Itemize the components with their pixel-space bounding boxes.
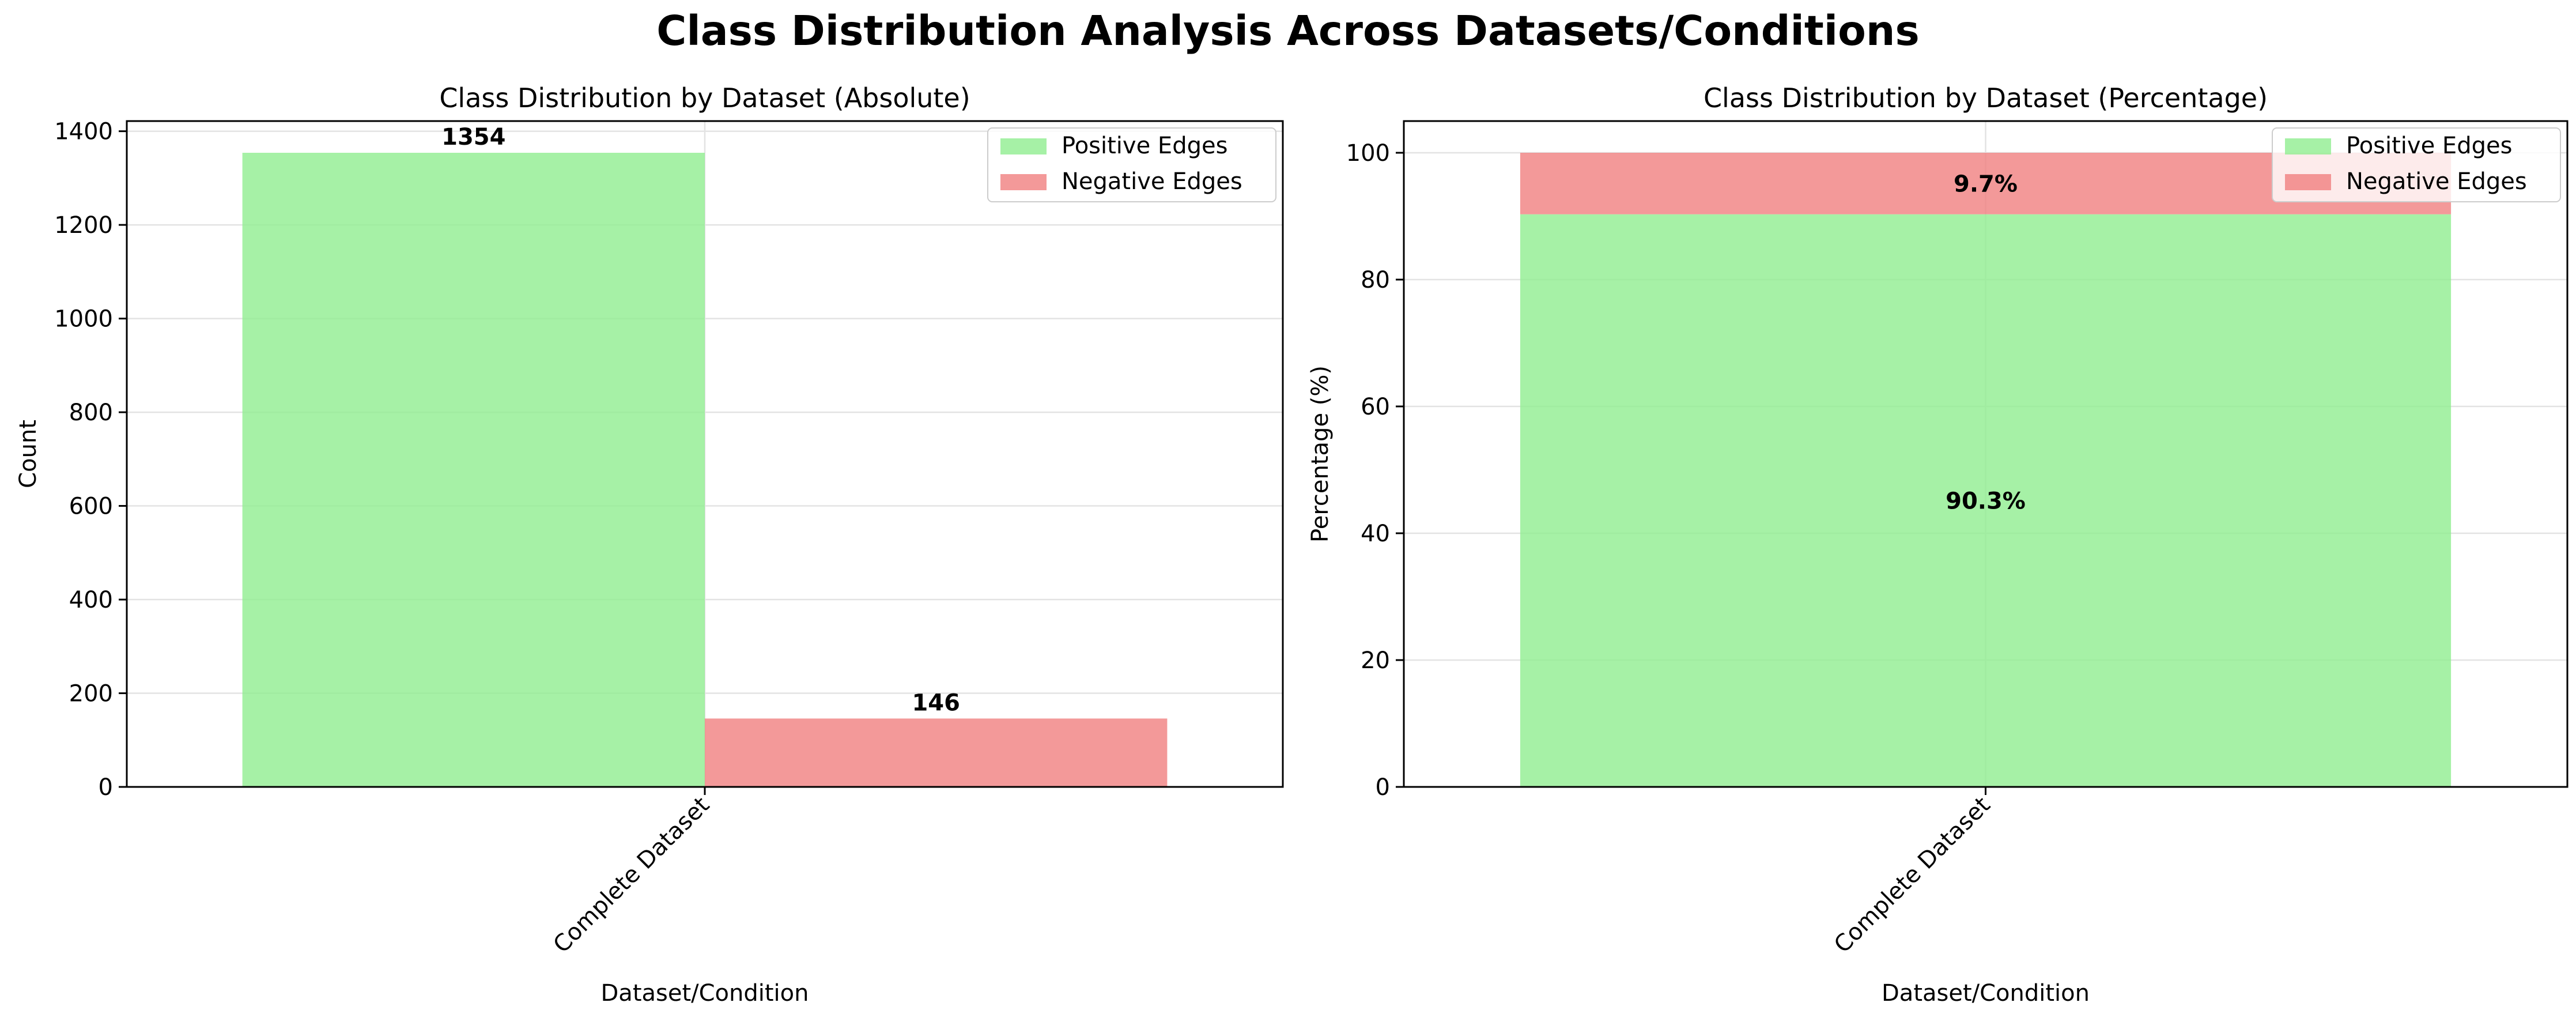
y-tick-label: 40 [1361,521,1390,547]
legend-label: Positive Edges [1062,133,1227,159]
bar-positive [1520,214,2452,787]
y-tick-label: 200 [69,681,113,707]
y-tick-label: 20 [1361,647,1390,674]
y-tick-label: 1400 [54,119,113,145]
legend-label: Negative Edges [1062,168,1242,195]
legend-label: Positive Edges [2346,133,2512,159]
x-tick-label: Complete Dataset [1829,792,1996,959]
x-axis-label: Dataset/Condition [601,980,809,1007]
legend: Positive Edges Negative Edges [987,127,1276,202]
y-axis-label: Percentage (%) [1307,365,1334,542]
data-label: 90.3% [1946,488,2026,514]
legend-swatch [1000,174,1047,190]
y-axis-label: Count [15,420,41,488]
bar-negative [705,718,1168,787]
y-tick-label: 1200 [54,212,113,239]
y-tick-label: 1000 [54,306,113,333]
chart-panel-1: Class Distribution by Dataset (Absolute)… [15,82,1284,1007]
y-tick-label: 400 [69,587,113,613]
x-axis-label: Dataset/Condition [1882,980,2090,1007]
legend-label: Negative Edges [2346,168,2527,195]
y-tick-label: 800 [69,400,113,426]
legend-box [987,127,1276,202]
data-label: 1354 [441,124,505,150]
y-tick-label: 0 [1376,774,1390,801]
bar-positive [242,153,705,787]
y-tick-label: 60 [1361,394,1390,420]
legend-swatch [2285,138,2331,154]
legend: Positive Edges Negative Edges [2272,127,2561,202]
y-tick-label: 100 [1346,140,1390,167]
chart-panel-2: Class Distribution by Dataset (Percentag… [1307,82,2569,1007]
chart-title: Class Distribution by Dataset (Absolute) [439,82,970,114]
y-tick-label: 80 [1361,267,1390,293]
x-tick-label: Complete Dataset [548,792,715,959]
legend-box [2272,127,2561,202]
data-label: 9.7% [1954,171,2018,197]
chart-title: Class Distribution by Dataset (Percentag… [1704,82,2268,114]
y-tick-label: 600 [69,493,113,520]
figure-title: Class Distribution Analysis Across Datas… [656,7,1920,55]
data-label: 146 [912,689,960,716]
legend-swatch [1000,138,1047,154]
legend-swatch [2285,174,2331,190]
y-tick-label: 0 [99,774,113,801]
